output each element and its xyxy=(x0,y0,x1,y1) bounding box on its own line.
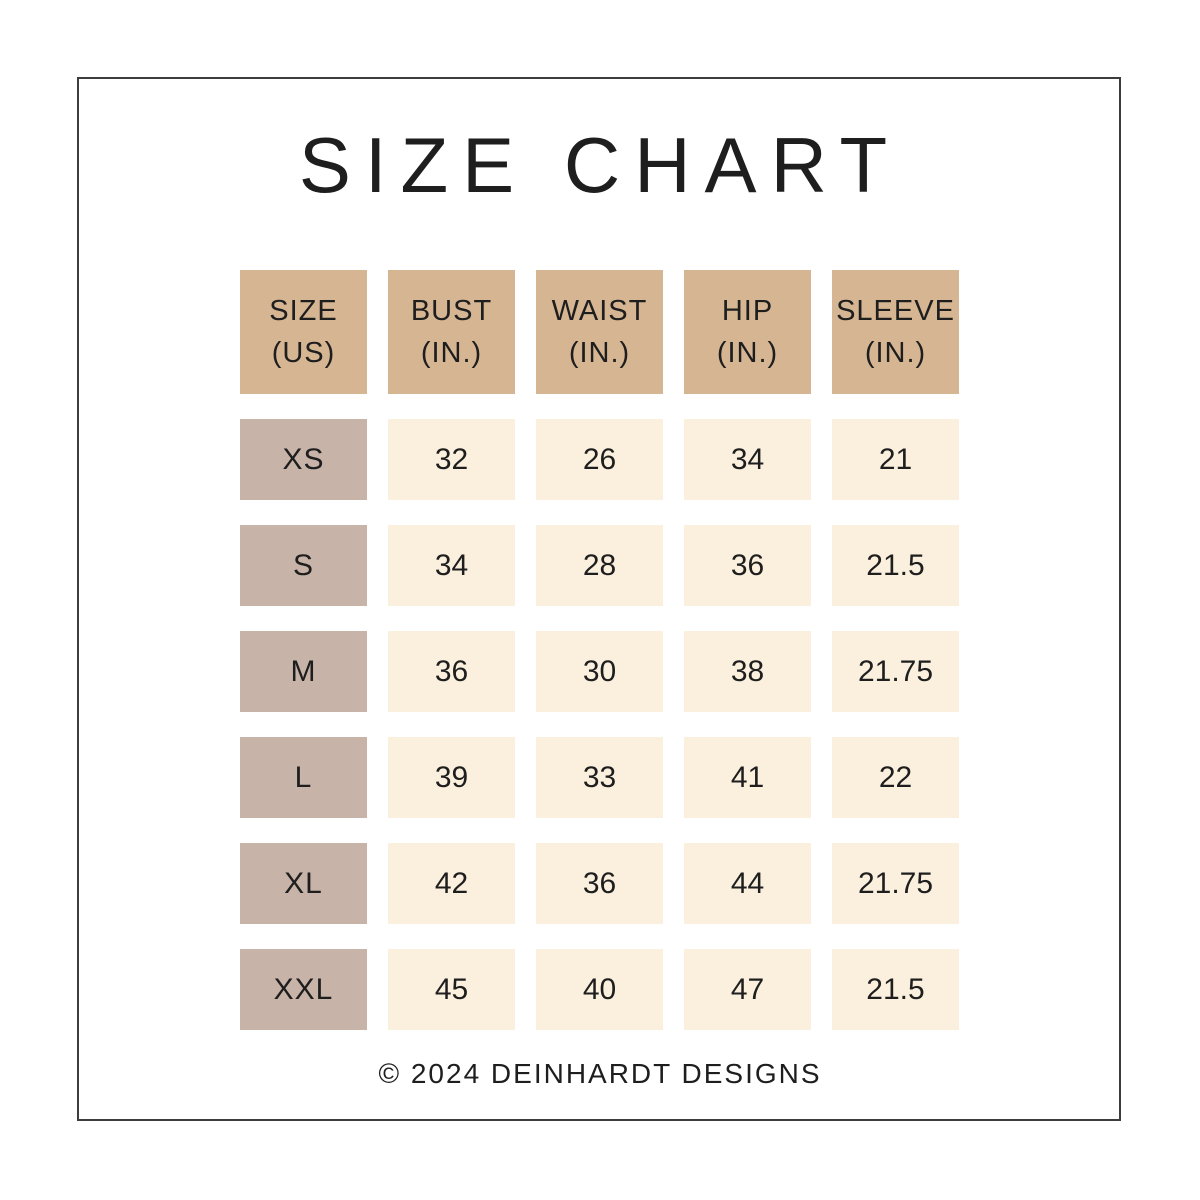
column-header-unit: (IN.) xyxy=(420,337,483,369)
column-header-label: SIZE xyxy=(269,294,338,327)
measurement-cell: 40 xyxy=(536,949,663,1030)
measurement-cell: 21.5 xyxy=(832,949,959,1030)
measurement-cell: 21.75 xyxy=(832,843,959,924)
size-table: SIZE (US) BUST (IN.) WAIST (IN.) HIP (IN… xyxy=(240,270,959,1030)
measurement-cell: 30 xyxy=(536,631,663,712)
measurement-cell: 42 xyxy=(388,843,515,924)
column-header-label: WAIST xyxy=(551,294,648,327)
column-header-cell: BUST (IN.) xyxy=(388,270,515,394)
measurement-cell: 38 xyxy=(684,631,811,712)
measurement-cell: 22 xyxy=(832,737,959,818)
column-header-cell: WAIST (IN.) xyxy=(536,270,663,394)
measurement-cell: 21.75 xyxy=(832,631,959,712)
measurement-cell: 36 xyxy=(388,631,515,712)
copyright-text: © 2024 DEINHARDT DESIGNS xyxy=(378,1058,822,1089)
size-label-cell: XS xyxy=(240,419,367,500)
measurement-cell: 26 xyxy=(536,419,663,500)
measurement-cell: 45 xyxy=(388,949,515,1030)
measurement-cell: 44 xyxy=(684,843,811,924)
measurement-cell: 34 xyxy=(684,419,811,500)
column-header-unit: (IN.) xyxy=(864,337,927,369)
measurement-cell: 32 xyxy=(388,419,515,500)
size-label-cell: S xyxy=(240,525,367,606)
measurement-cell: 39 xyxy=(388,737,515,818)
measurement-cell: 21.5 xyxy=(832,525,959,606)
column-header-label: HIP xyxy=(721,294,774,327)
measurement-cell: 28 xyxy=(536,525,663,606)
measurement-cell: 34 xyxy=(388,525,515,606)
column-header-cell: SLEEVE (IN.) xyxy=(832,270,959,394)
size-label-cell: M xyxy=(240,631,367,712)
measurement-cell: 41 xyxy=(684,737,811,818)
size-label-cell: L xyxy=(240,737,367,818)
measurement-cell: 36 xyxy=(684,525,811,606)
column-header-label: BUST xyxy=(410,294,493,327)
size-label-cell: XXL xyxy=(240,949,367,1030)
column-header-unit: (US) xyxy=(271,337,336,369)
measurement-cell: 33 xyxy=(536,737,663,818)
measurement-cell: 47 xyxy=(684,949,811,1030)
column-header-unit: (IN.) xyxy=(716,337,779,369)
column-header-unit: (IN.) xyxy=(568,337,631,369)
measurement-cell: 36 xyxy=(536,843,663,924)
column-header-cell: SIZE (US) xyxy=(240,270,367,394)
size-label-cell: XL xyxy=(240,843,367,924)
column-header-cell: HIP (IN.) xyxy=(684,270,811,394)
measurement-cell: 21 xyxy=(832,419,959,500)
column-header-label: SLEEVE xyxy=(836,294,955,327)
page-title: SIZE CHART xyxy=(298,121,902,209)
